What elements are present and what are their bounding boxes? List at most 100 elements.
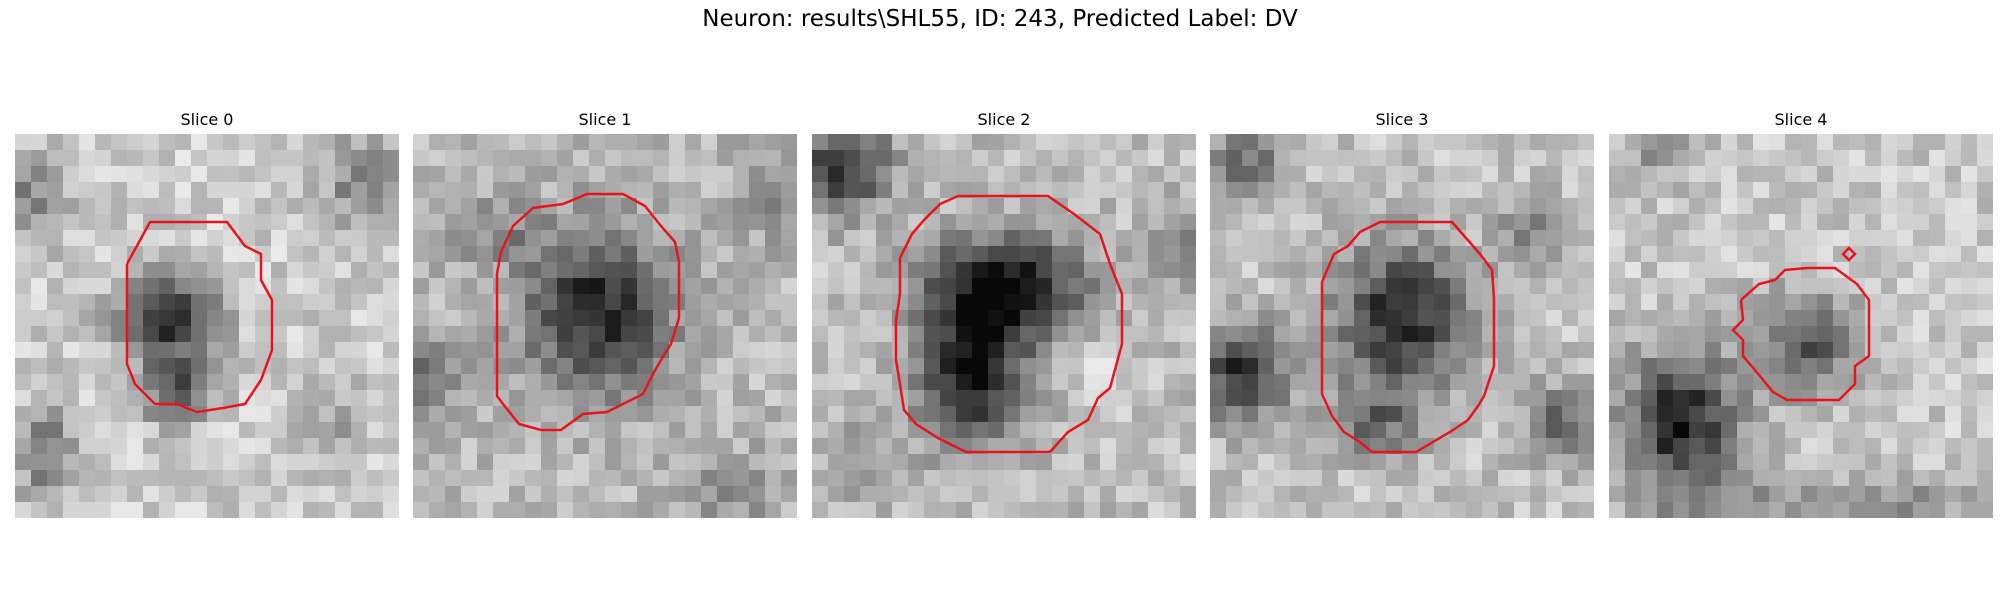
image-pixel bbox=[1100, 502, 1116, 518]
image-pixel bbox=[956, 470, 972, 486]
image-pixel bbox=[653, 294, 669, 310]
image-pixel bbox=[175, 134, 191, 150]
image-pixel bbox=[637, 294, 653, 310]
image-pixel bbox=[956, 326, 972, 342]
image-pixel bbox=[1737, 502, 1753, 518]
image-pixel bbox=[525, 502, 541, 518]
image-pixel bbox=[1450, 486, 1466, 502]
image-pixel bbox=[413, 486, 429, 502]
image-pixel bbox=[159, 454, 175, 470]
image-pixel bbox=[1466, 390, 1482, 406]
image-pixel bbox=[1180, 342, 1196, 358]
image-pixel bbox=[79, 182, 95, 198]
image-pixel bbox=[828, 342, 844, 358]
image-pixel bbox=[1164, 246, 1180, 262]
image-pixel bbox=[1753, 166, 1769, 182]
image-pixel bbox=[1801, 438, 1817, 454]
image-pixel bbox=[1881, 438, 1897, 454]
image-pixel bbox=[509, 326, 525, 342]
image-pixel bbox=[79, 390, 95, 406]
image-pixel bbox=[1242, 230, 1258, 246]
image-pixel bbox=[605, 502, 621, 518]
image-pixel bbox=[1004, 326, 1020, 342]
image-pixel bbox=[79, 278, 95, 294]
image-pixel bbox=[1961, 422, 1977, 438]
image-pixel bbox=[1242, 310, 1258, 326]
image-pixel bbox=[1498, 454, 1514, 470]
image-pixel bbox=[812, 438, 828, 454]
image-pixel bbox=[207, 134, 223, 150]
image-pixel bbox=[621, 502, 637, 518]
image-pixel bbox=[1434, 310, 1450, 326]
image-pixel bbox=[383, 294, 399, 310]
image-pixel bbox=[351, 278, 367, 294]
image-pixel bbox=[653, 150, 669, 166]
image-pixel bbox=[1418, 182, 1434, 198]
image-pixel bbox=[1322, 134, 1338, 150]
image-pixel bbox=[271, 486, 287, 502]
image-pixel bbox=[1641, 422, 1657, 438]
image-pixel bbox=[1210, 326, 1226, 342]
image-pixel bbox=[1625, 262, 1641, 278]
image-pixel bbox=[573, 358, 589, 374]
image-pixel bbox=[429, 182, 445, 198]
image-pixel bbox=[191, 374, 207, 390]
image-pixel bbox=[1322, 438, 1338, 454]
image-pixel bbox=[335, 390, 351, 406]
image-pixel bbox=[367, 390, 383, 406]
image-pixel bbox=[589, 470, 605, 486]
image-pixel bbox=[351, 166, 367, 182]
image-pixel bbox=[589, 182, 605, 198]
image-pixel bbox=[972, 246, 988, 262]
image-pixel bbox=[367, 134, 383, 150]
image-pixel bbox=[1132, 246, 1148, 262]
image-pixel bbox=[1945, 134, 1961, 150]
image-pixel bbox=[1961, 406, 1977, 422]
image-pixel bbox=[1897, 214, 1913, 230]
image-pixel bbox=[367, 342, 383, 358]
image-pixel bbox=[1546, 182, 1562, 198]
image-pixel bbox=[1450, 438, 1466, 454]
image-pixel bbox=[1625, 438, 1641, 454]
image-pixel bbox=[860, 246, 876, 262]
image-pixel bbox=[429, 166, 445, 182]
image-pixel bbox=[1705, 198, 1721, 214]
image-pixel bbox=[1482, 438, 1498, 454]
image-pixel bbox=[876, 150, 892, 166]
image-pixel bbox=[15, 470, 31, 486]
image-pixel bbox=[95, 422, 111, 438]
image-pixel bbox=[621, 422, 637, 438]
image-pixel bbox=[924, 262, 940, 278]
image-pixel bbox=[1657, 166, 1673, 182]
image-pixel bbox=[1769, 166, 1785, 182]
image-pixel bbox=[765, 470, 781, 486]
image-pixel bbox=[685, 310, 701, 326]
image-pixel bbox=[413, 150, 429, 166]
image-pixel bbox=[1753, 390, 1769, 406]
image-pixel bbox=[239, 470, 255, 486]
image-pixel bbox=[223, 390, 239, 406]
roi-contour bbox=[1320, 220, 1496, 454]
image-pixel bbox=[669, 342, 685, 358]
image-pixel bbox=[733, 326, 749, 342]
image-pixel bbox=[1036, 134, 1052, 150]
image-pixel bbox=[1514, 342, 1530, 358]
image-pixel bbox=[812, 230, 828, 246]
image-pixel bbox=[191, 198, 207, 214]
image-pixel bbox=[557, 326, 573, 342]
image-pixel bbox=[1849, 422, 1865, 438]
image-pixel bbox=[1466, 150, 1482, 166]
image-pixel bbox=[509, 246, 525, 262]
image-pixel bbox=[15, 294, 31, 310]
image-pixel bbox=[383, 134, 399, 150]
image-pixel bbox=[1466, 214, 1482, 230]
image-pixel bbox=[429, 246, 445, 262]
image-pixel bbox=[1817, 230, 1833, 246]
image-pixel bbox=[1386, 150, 1402, 166]
image-pixel bbox=[1737, 326, 1753, 342]
image-pixel bbox=[1578, 438, 1594, 454]
image-pixel bbox=[1036, 310, 1052, 326]
image-pixel bbox=[653, 262, 669, 278]
image-pixel bbox=[223, 342, 239, 358]
image-pixel bbox=[1450, 422, 1466, 438]
